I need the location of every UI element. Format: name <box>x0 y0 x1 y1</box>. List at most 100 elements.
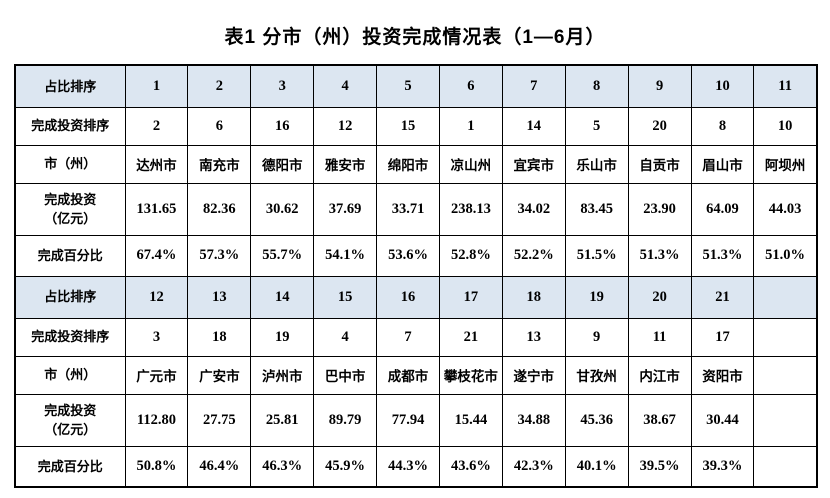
investment-rank-cell: 14 <box>501 106 566 146</box>
city-cell: 甘孜州 <box>564 355 629 395</box>
proportion-rank-cell <box>753 275 818 319</box>
city-cell: 自贡市 <box>627 144 692 184</box>
percent-cell: 40.1% <box>564 445 629 488</box>
percent-row-label: 完成百分比 <box>14 234 126 277</box>
investment-cell: 38.67 <box>627 393 692 447</box>
proportion-rank-cell: 16 <box>376 275 440 319</box>
proportion-rank-cell: 18 <box>501 275 566 319</box>
investment-cell: 25.81 <box>250 393 315 447</box>
percent-cell: 39.5% <box>627 445 692 488</box>
investment-cell: 112.80 <box>124 393 189 447</box>
investment-rank-cell: 1 <box>438 106 503 146</box>
proportion-rank-cell: 3 <box>250 64 315 108</box>
proportion-rank-cell: 13 <box>187 275 252 319</box>
percent-cell: 46.3% <box>250 445 315 488</box>
investment-rank-cell <box>753 317 818 357</box>
investment-row-label: 完成投资 （亿元） <box>14 182 126 236</box>
investment-rank-cell: 2 <box>124 106 189 146</box>
proportion-rank-cell: 9 <box>627 64 692 108</box>
proportion-rank-cell: 5 <box>376 64 440 108</box>
proportion-rank-cell: 19 <box>564 275 629 319</box>
investment-row: 完成投资 （亿元） 131.65 82.36 30.62 37.69 33.71 238.1… <box>14 182 818 236</box>
proportion-rank-cell: 21 <box>690 275 755 319</box>
investment-cell: 44.03 <box>753 182 818 236</box>
city-cell: 泸州市 <box>250 355 315 395</box>
investment-table-body: 占比排序 1 2 3 4 5 6 7 8 9 10 11 完成投资排序 2 6 16 12 15 1 14 5 20 8 10… <box>14 64 818 488</box>
investment-rank-cell: 4 <box>313 317 378 357</box>
investment-cell: 89.79 <box>313 393 378 447</box>
investment-rank-cell: 6 <box>187 106 252 146</box>
percent-cell: 51.3% <box>690 234 755 277</box>
proportion-rank-cell: 14 <box>250 275 315 319</box>
investment-cell: 131.65 <box>124 182 189 236</box>
percent-cell: 51.5% <box>564 234 629 277</box>
investment-row: 完成投资 （亿元） 112.80 27.75 25.81 89.79 77.94 15.44… <box>14 393 818 447</box>
city-cell: 乐山市 <box>564 144 629 184</box>
city-cell: 遂宁市 <box>501 355 566 395</box>
investment-rank-row: 完成投资排序 2 6 16 12 15 1 14 5 20 8 10 <box>14 106 818 146</box>
percent-cell: 57.3% <box>187 234 252 277</box>
percent-cell: 51.0% <box>753 234 818 277</box>
percent-cell: 67.4% <box>124 234 189 277</box>
proportion-rank-row: 占比排序 1 2 3 4 5 6 7 8 9 10 11 <box>14 64 818 108</box>
percent-cell: 51.3% <box>627 234 692 277</box>
city-cell: 绵阳市 <box>376 144 440 184</box>
city-cell: 雅安市 <box>313 144 378 184</box>
investment-cell <box>753 393 818 447</box>
percent-cell: 42.3% <box>501 445 566 488</box>
city-cell: 宜宾市 <box>501 144 566 184</box>
proportion-rank-cell: 6 <box>438 64 503 108</box>
proportion-rank-cell: 12 <box>124 275 189 319</box>
city-row-label: 市（州） <box>14 355 126 395</box>
percent-row: 完成百分比 50.8% 46.4% 46.3% 45.9% 44.3% 43.6% 42.3%… <box>14 445 818 488</box>
city-cell: 内江市 <box>627 355 692 395</box>
investment-cell: 23.90 <box>627 182 692 236</box>
investment-rank-cell: 13 <box>501 317 566 357</box>
investment-cell: 34.02 <box>501 182 566 236</box>
percent-cell: 53.6% <box>376 234 440 277</box>
proportion-rank-cell: 4 <box>313 64 378 108</box>
investment-rank-cell: 11 <box>627 317 692 357</box>
percent-cell: 44.3% <box>376 445 440 488</box>
investment-cell: 27.75 <box>187 393 252 447</box>
investment-rank-cell: 10 <box>753 106 818 146</box>
city-cell: 凉山州 <box>438 144 503 184</box>
percent-cell: 45.9% <box>313 445 378 488</box>
city-cell: 南充市 <box>187 144 252 184</box>
investment-cell: 82.36 <box>187 182 252 236</box>
investment-rank-cell: 7 <box>376 317 440 357</box>
table-title: 表1 分市（州）投资完成情况表（1—6月） <box>224 27 606 48</box>
city-cell: 阿坝州 <box>753 144 818 184</box>
percent-row: 完成百分比 67.4% 57.3% 55.7% 54.1% 53.6% 52.8% 52.2%… <box>14 234 818 277</box>
city-cell: 资阳市 <box>690 355 755 395</box>
city-row-label: 市（州） <box>14 144 126 184</box>
investment-cell: 33.71 <box>376 182 440 236</box>
investment-rank-row-label: 完成投资排序 <box>14 317 126 357</box>
proportion-rank-row-label: 占比排序 <box>14 275 126 319</box>
investment-rank-cell: 21 <box>438 317 503 357</box>
investment-cell: 83.45 <box>564 182 629 236</box>
percent-cell: 39.3% <box>690 445 755 488</box>
city-cell: 巴中市 <box>313 355 378 395</box>
investment-cell: 45.36 <box>564 393 629 447</box>
proportion-rank-cell: 17 <box>438 275 503 319</box>
investment-rank-cell: 18 <box>187 317 252 357</box>
proportion-rank-cell: 7 <box>501 64 566 108</box>
proportion-rank-row-label: 占比排序 <box>14 64 126 108</box>
city-cell: 广元市 <box>124 355 189 395</box>
proportion-rank-cell: 2 <box>187 64 252 108</box>
percent-cell <box>753 445 818 488</box>
investment-rank-cell: 9 <box>564 317 629 357</box>
proportion-rank-cell: 1 <box>124 64 189 108</box>
city-row: 市（州） 达州市 南充市 德阳市 雅安市 绵阳市 凉山州 宜宾市 乐山市 自贡市 眉山市 阿坝州 <box>14 144 818 184</box>
investment-cell: 15.44 <box>438 393 503 447</box>
investment-cell: 64.09 <box>690 182 755 236</box>
proportion-rank-cell: 15 <box>313 275 378 319</box>
percent-cell: 46.4% <box>187 445 252 488</box>
investment-cell: 77.94 <box>376 393 440 447</box>
investment-rank-cell: 12 <box>313 106 378 146</box>
city-cell: 眉山市 <box>690 144 755 184</box>
proportion-rank-cell: 10 <box>690 64 755 108</box>
investment-cell: 37.69 <box>313 182 378 236</box>
city-cell: 攀枝花市 <box>438 355 503 395</box>
